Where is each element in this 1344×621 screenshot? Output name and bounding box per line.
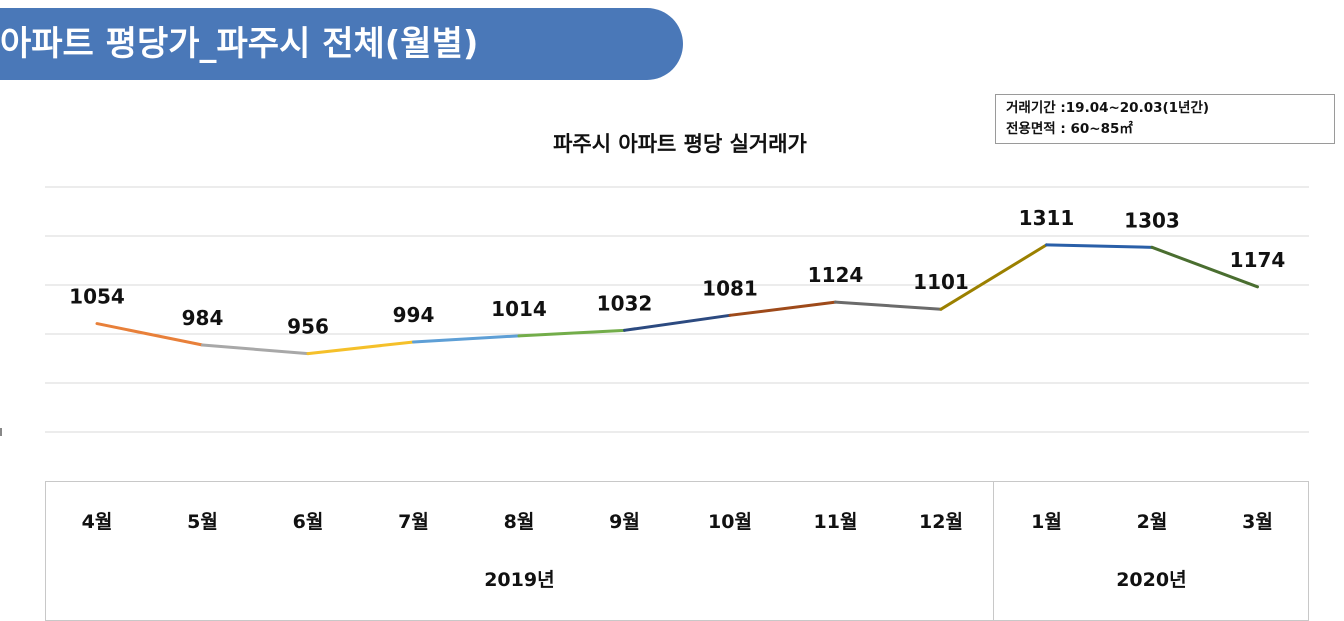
data-label: 994 — [393, 303, 435, 327]
line-segment — [834, 300, 943, 311]
line-segment — [728, 300, 837, 317]
line-segment — [1045, 243, 1154, 249]
line-segment — [412, 334, 521, 344]
line-segment — [517, 328, 626, 338]
line-segment — [95, 322, 204, 347]
data-label: 1174 — [1230, 248, 1286, 272]
year-divider — [993, 481, 994, 621]
line-segment — [939, 243, 1048, 311]
x-tick-label: 10월 — [708, 511, 752, 533]
data-label: 1054 — [69, 285, 125, 309]
title-banner — [0, 8, 683, 80]
x-tick-label: 5월 — [187, 511, 218, 533]
x-tick-label: 4월 — [81, 511, 113, 533]
x-tick-label: 3월 — [1242, 511, 1273, 533]
data-label: 1124 — [808, 263, 864, 287]
x-tick-label: 8월 — [503, 511, 535, 533]
line-segment — [623, 313, 732, 332]
data-label: 1311 — [1019, 206, 1075, 230]
edge-mark — [0, 428, 2, 436]
line-segment — [1150, 245, 1259, 289]
data-label: 1303 — [1124, 208, 1180, 232]
x-tick-label: 12월 — [919, 511, 963, 533]
data-label: 984 — [182, 306, 224, 330]
year-group-label: 2019년 — [484, 569, 555, 591]
x-tick-label: 11월 — [813, 511, 858, 533]
year-group-label: 2020년 — [1116, 569, 1187, 591]
x-tick-label: 9월 — [609, 511, 640, 533]
data-label: 1101 — [913, 270, 969, 294]
info-period: 거래기간 :19.04~20.03(1년간) — [1006, 100, 1210, 116]
x-tick-label: 7월 — [398, 511, 429, 533]
data-label: 956 — [287, 315, 329, 339]
data-label: 1032 — [597, 291, 653, 315]
data-label: 1014 — [491, 297, 547, 321]
x-axis-table — [45, 481, 1309, 621]
info-box: 거래기간 :19.04~20.03(1년간) 전용면적 : 60~85㎡ — [995, 94, 1335, 144]
x-tick-label: 1월 — [1031, 511, 1062, 533]
chart-title: 파주시 아파트 평당 실거래가 — [553, 132, 807, 156]
line-segment — [201, 343, 310, 356]
x-tick-label: 6월 — [292, 511, 324, 533]
info-area: 전용면적 : 60~85㎡ — [1006, 121, 1133, 137]
data-label: 1081 — [702, 276, 758, 300]
page-title: 아파트 평당가_파주시 전체(월별) — [0, 24, 479, 64]
x-tick-label: 2월 — [1136, 511, 1168, 533]
line-segment — [306, 340, 415, 356]
